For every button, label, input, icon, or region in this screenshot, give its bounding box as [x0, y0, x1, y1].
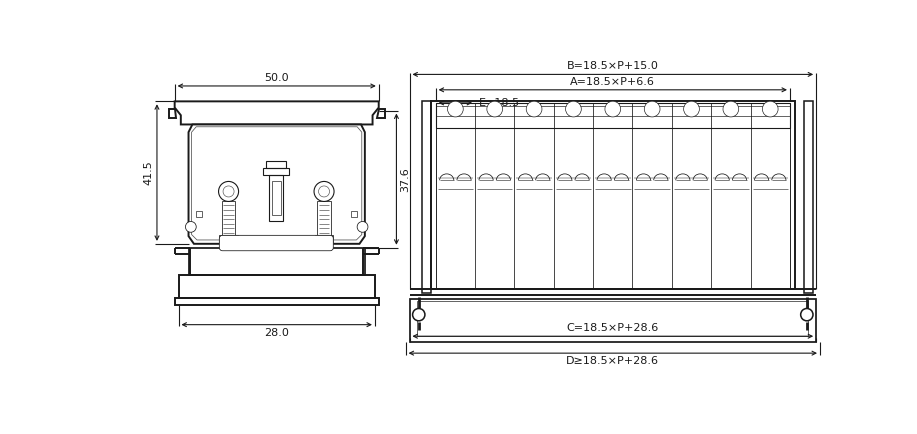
Circle shape: [487, 101, 503, 117]
Bar: [317, 201, 331, 240]
Bar: [436, 106, 790, 289]
Circle shape: [605, 101, 621, 117]
Bar: [179, 275, 375, 298]
Polygon shape: [377, 109, 385, 118]
Bar: [351, 210, 357, 217]
Circle shape: [314, 181, 334, 201]
Bar: [174, 298, 379, 306]
Circle shape: [357, 221, 368, 232]
Circle shape: [526, 101, 542, 117]
Text: 41.5: 41.5: [143, 160, 153, 185]
Bar: [410, 299, 816, 342]
Bar: [431, 102, 794, 289]
Bar: [263, 168, 290, 174]
Bar: [271, 181, 281, 214]
Circle shape: [684, 101, 700, 117]
Text: 50.0: 50.0: [264, 73, 289, 83]
Circle shape: [447, 101, 463, 117]
Bar: [436, 103, 790, 128]
Polygon shape: [169, 109, 176, 118]
Text: E=18.5: E=18.5: [479, 98, 520, 108]
Circle shape: [723, 101, 739, 117]
Circle shape: [218, 181, 238, 201]
Circle shape: [413, 309, 425, 321]
Bar: [222, 201, 236, 240]
Circle shape: [566, 101, 581, 117]
Circle shape: [318, 186, 329, 197]
Circle shape: [185, 221, 196, 232]
Polygon shape: [174, 102, 379, 125]
Text: C=18.5×P+28.6: C=18.5×P+28.6: [567, 323, 659, 333]
Bar: [196, 210, 203, 217]
Bar: [189, 248, 365, 275]
FancyBboxPatch shape: [219, 235, 333, 251]
Bar: [422, 102, 431, 293]
Circle shape: [645, 101, 660, 117]
Bar: [804, 102, 813, 293]
Bar: [266, 161, 286, 168]
Polygon shape: [189, 125, 365, 244]
Text: D≥18.5×P+28.6: D≥18.5×P+28.6: [567, 356, 659, 366]
Circle shape: [762, 101, 779, 117]
Circle shape: [223, 186, 234, 197]
Text: B=18.5×P+15.0: B=18.5×P+15.0: [567, 61, 658, 71]
Circle shape: [801, 309, 813, 321]
Bar: [219, 235, 238, 241]
Text: A=18.5×P+6.6: A=18.5×P+6.6: [570, 77, 656, 87]
Text: 37.6: 37.6: [401, 167, 410, 191]
Bar: [315, 235, 333, 241]
Bar: [270, 174, 283, 221]
Text: 28.0: 28.0: [264, 328, 289, 338]
Bar: [417, 301, 809, 336]
